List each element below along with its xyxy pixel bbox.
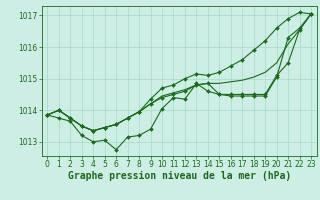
X-axis label: Graphe pression niveau de la mer (hPa): Graphe pression niveau de la mer (hPa) [68,171,291,181]
